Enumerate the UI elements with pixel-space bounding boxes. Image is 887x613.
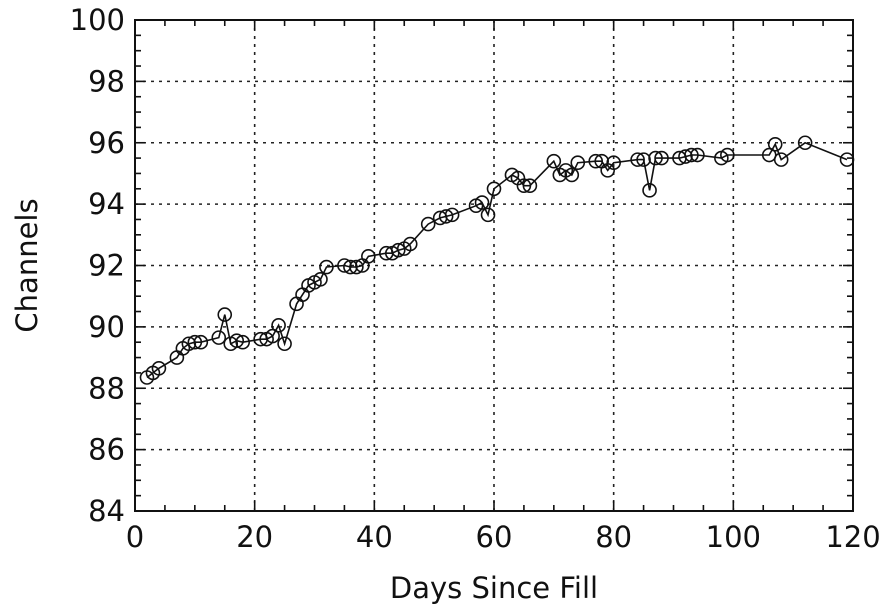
data-point bbox=[648, 150, 663, 166]
y-tick-label: 86 bbox=[88, 433, 125, 467]
data-point bbox=[480, 207, 496, 223]
data-point bbox=[444, 207, 460, 223]
data-point bbox=[349, 259, 364, 275]
data-point bbox=[678, 149, 693, 164]
x-tick-label: 20 bbox=[236, 520, 273, 554]
data-point bbox=[564, 167, 580, 183]
data-point bbox=[438, 209, 454, 224]
data-point bbox=[642, 183, 657, 198]
y-tick-label: 98 bbox=[88, 64, 125, 98]
data-point bbox=[187, 334, 203, 350]
data-point bbox=[402, 236, 418, 252]
data-point bbox=[684, 147, 699, 163]
plot-frame bbox=[134, 19, 854, 512]
x-axis-title: Days Since Fill bbox=[390, 571, 598, 605]
x-tick-labels: 0 20 40 60 80 100 120 bbox=[126, 520, 881, 554]
data-point bbox=[235, 334, 250, 350]
x-tick-label: 100 bbox=[706, 520, 761, 554]
data-point bbox=[570, 155, 586, 170]
data-point bbox=[630, 152, 645, 167]
data-point bbox=[474, 195, 490, 210]
data-point bbox=[151, 361, 167, 376]
data-point bbox=[361, 248, 376, 264]
data-point bbox=[522, 178, 538, 194]
data-point bbox=[690, 147, 705, 163]
x-tick-label: 0 bbox=[126, 520, 144, 554]
data-point bbox=[606, 155, 621, 170]
data-point bbox=[181, 336, 197, 352]
x-tick-label: 40 bbox=[356, 520, 393, 554]
data-point bbox=[193, 334, 209, 350]
data-point bbox=[486, 181, 502, 197]
data-points bbox=[139, 135, 855, 385]
y-tick-label: 96 bbox=[88, 126, 125, 160]
data-point bbox=[636, 152, 651, 167]
data-point bbox=[654, 150, 669, 166]
x-tick-label: 60 bbox=[476, 520, 513, 554]
data-point bbox=[337, 258, 352, 273]
data-point bbox=[217, 307, 233, 322]
data-point bbox=[720, 147, 735, 163]
data-point bbox=[277, 336, 292, 352]
x-tick-label: 80 bbox=[595, 520, 632, 554]
data-point bbox=[271, 318, 286, 333]
y-tick-label: 100 bbox=[70, 3, 125, 37]
y-tick-label: 84 bbox=[88, 494, 125, 528]
data-point bbox=[767, 136, 783, 152]
data-point bbox=[797, 135, 813, 151]
y-tick-label: 92 bbox=[88, 249, 125, 283]
data-point bbox=[343, 259, 358, 275]
data-point bbox=[313, 272, 328, 287]
data-point bbox=[319, 259, 334, 275]
data-point bbox=[211, 330, 227, 345]
data-point bbox=[390, 242, 406, 258]
data-point bbox=[516, 178, 532, 194]
x-tick-label: 120 bbox=[825, 520, 880, 554]
y-tick-label: 90 bbox=[88, 310, 125, 344]
y-axis-title: Channels bbox=[10, 198, 44, 332]
data-point bbox=[588, 153, 604, 169]
data-point bbox=[839, 152, 855, 167]
series-line bbox=[146, 141, 848, 379]
data-point bbox=[420, 216, 436, 232]
data-point bbox=[229, 333, 245, 348]
data-point bbox=[265, 328, 280, 344]
data-point bbox=[773, 152, 789, 167]
data-point bbox=[546, 153, 562, 169]
grid-lines bbox=[135, 20, 853, 511]
y-tick-label: 94 bbox=[88, 187, 125, 221]
y-tick-label: 88 bbox=[88, 371, 125, 405]
y-tick-labels: 84 86 88 90 92 94 96 98 100 bbox=[70, 3, 125, 528]
